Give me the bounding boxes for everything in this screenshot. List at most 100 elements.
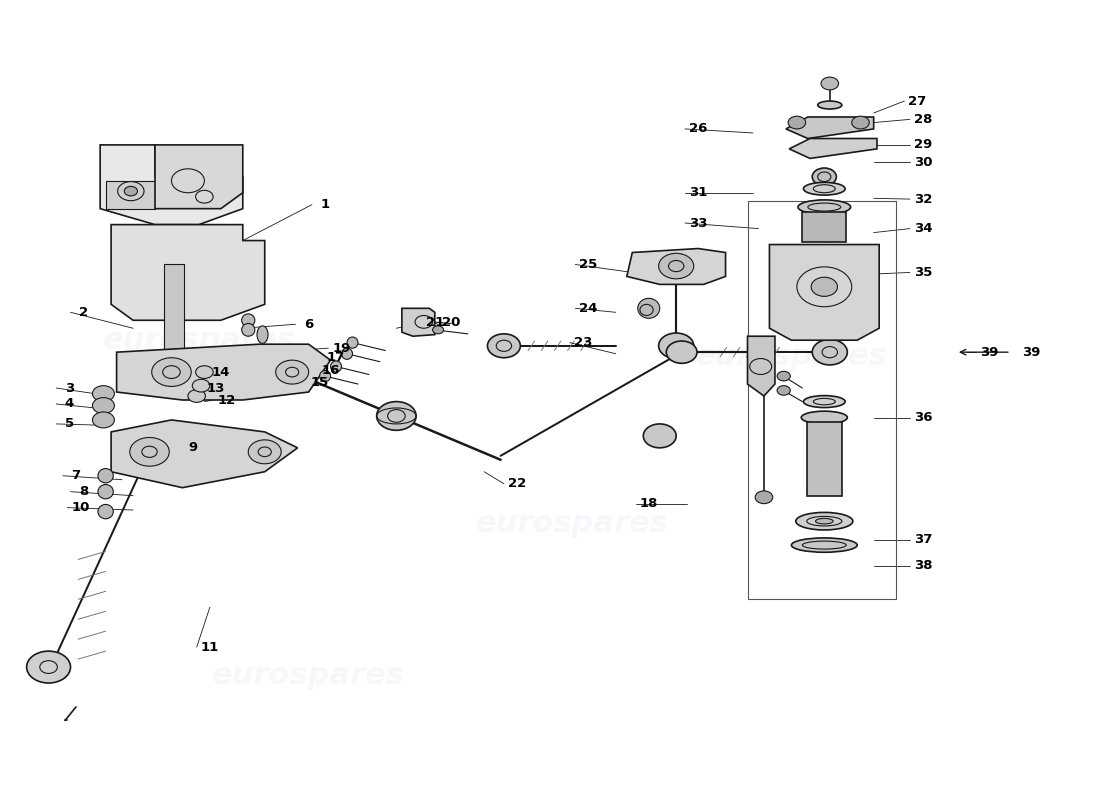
Text: 26: 26 — [689, 122, 707, 135]
Polygon shape — [627, 249, 726, 285]
Text: 15: 15 — [310, 376, 329, 389]
Text: 13: 13 — [206, 382, 224, 394]
Circle shape — [851, 116, 869, 129]
Circle shape — [777, 371, 790, 381]
Bar — [106, 181, 155, 209]
Ellipse shape — [791, 538, 857, 552]
Ellipse shape — [801, 411, 847, 424]
Text: 6: 6 — [304, 318, 313, 330]
Circle shape — [788, 116, 805, 129]
Ellipse shape — [803, 396, 845, 407]
Circle shape — [376, 402, 416, 430]
Text: 4: 4 — [65, 398, 74, 410]
Text: 19: 19 — [332, 342, 351, 354]
Text: 3: 3 — [65, 382, 74, 394]
Circle shape — [811, 278, 837, 296]
Circle shape — [812, 339, 847, 365]
Circle shape — [92, 398, 114, 414]
Ellipse shape — [331, 361, 341, 372]
Bar — [806, 422, 842, 496]
Polygon shape — [748, 336, 774, 396]
Text: 32: 32 — [914, 193, 932, 206]
Text: 35: 35 — [914, 266, 932, 279]
Text: 10: 10 — [72, 501, 89, 514]
Circle shape — [26, 651, 70, 683]
Bar — [164, 265, 184, 360]
Ellipse shape — [242, 314, 255, 326]
Text: 30: 30 — [914, 156, 933, 169]
Text: 29: 29 — [914, 138, 932, 151]
Text: 9: 9 — [189, 442, 198, 454]
Circle shape — [124, 186, 138, 196]
Text: 25: 25 — [580, 258, 597, 271]
Text: 11: 11 — [200, 641, 219, 654]
Text: eurospares: eurospares — [102, 326, 295, 354]
Text: 36: 36 — [914, 411, 933, 424]
Text: 16: 16 — [321, 364, 340, 377]
Ellipse shape — [98, 469, 113, 483]
Circle shape — [659, 254, 694, 279]
Circle shape — [196, 366, 213, 378]
Text: 31: 31 — [689, 186, 707, 199]
Ellipse shape — [803, 182, 845, 195]
Polygon shape — [111, 225, 265, 320]
Circle shape — [667, 341, 697, 363]
Text: 8: 8 — [79, 485, 88, 498]
Text: 39: 39 — [980, 346, 998, 358]
Text: 37: 37 — [914, 533, 932, 546]
Polygon shape — [155, 145, 243, 209]
Text: 14: 14 — [211, 366, 230, 378]
Polygon shape — [111, 420, 298, 488]
Circle shape — [777, 386, 790, 395]
Text: 18: 18 — [639, 497, 658, 510]
Text: eurospares: eurospares — [212, 661, 405, 690]
Ellipse shape — [815, 518, 833, 524]
Circle shape — [92, 386, 114, 402]
Text: 34: 34 — [914, 222, 933, 235]
Text: 33: 33 — [689, 217, 707, 230]
Ellipse shape — [638, 298, 660, 318]
Polygon shape — [402, 308, 434, 336]
Text: 28: 28 — [914, 113, 932, 126]
Text: 21: 21 — [426, 316, 444, 329]
Circle shape — [130, 438, 169, 466]
Polygon shape — [789, 138, 877, 158]
Ellipse shape — [817, 101, 842, 109]
Text: 24: 24 — [580, 302, 597, 315]
Circle shape — [487, 334, 520, 358]
Text: 20: 20 — [442, 316, 461, 329]
Circle shape — [276, 360, 309, 384]
Ellipse shape — [798, 200, 850, 214]
Ellipse shape — [257, 326, 268, 343]
Circle shape — [756, 491, 772, 504]
Circle shape — [192, 379, 210, 392]
Circle shape — [188, 390, 206, 402]
Bar — [748, 201, 895, 599]
Text: eurospares: eurospares — [475, 509, 669, 538]
Text: 2: 2 — [79, 306, 88, 319]
Text: 12: 12 — [217, 394, 235, 406]
Text: 17: 17 — [327, 351, 345, 364]
Circle shape — [92, 412, 114, 428]
Ellipse shape — [98, 485, 113, 499]
Text: 39: 39 — [1022, 346, 1041, 358]
Polygon shape — [100, 145, 243, 225]
Ellipse shape — [812, 168, 836, 186]
Ellipse shape — [320, 370, 331, 382]
Circle shape — [821, 77, 838, 90]
Text: 27: 27 — [909, 94, 926, 107]
Circle shape — [249, 440, 282, 464]
Text: 1: 1 — [320, 198, 330, 211]
Ellipse shape — [341, 348, 352, 359]
Ellipse shape — [346, 337, 358, 348]
Polygon shape — [785, 117, 873, 138]
Ellipse shape — [98, 505, 113, 518]
Bar — [802, 212, 846, 242]
Text: 5: 5 — [65, 418, 74, 430]
Text: 22: 22 — [508, 478, 526, 490]
Polygon shape — [769, 245, 879, 340]
Circle shape — [644, 424, 676, 448]
Text: eurospares: eurospares — [695, 342, 888, 370]
Ellipse shape — [795, 513, 852, 530]
Circle shape — [432, 326, 443, 334]
